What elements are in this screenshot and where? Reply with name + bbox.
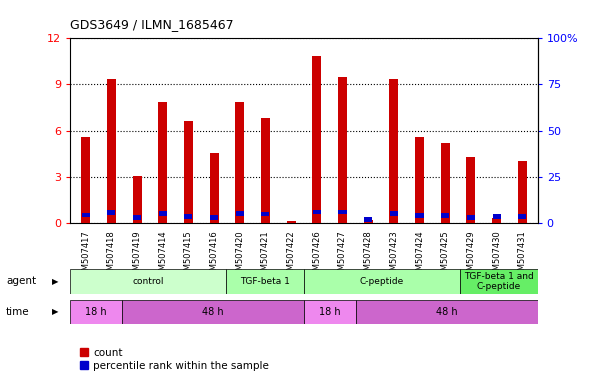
- Text: time: time: [6, 307, 30, 317]
- Bar: [518, 161, 527, 223]
- Bar: [466, 157, 475, 223]
- Bar: [236, 211, 244, 216]
- Bar: [356, 300, 538, 324]
- Bar: [226, 269, 304, 294]
- Bar: [441, 143, 450, 223]
- Text: GDS3649 / ILMN_1685467: GDS3649 / ILMN_1685467: [70, 18, 234, 31]
- Bar: [364, 220, 373, 223]
- Bar: [70, 300, 122, 324]
- Bar: [415, 137, 424, 223]
- Bar: [304, 269, 459, 294]
- Bar: [185, 214, 192, 219]
- Bar: [518, 214, 526, 219]
- Bar: [210, 153, 219, 223]
- Bar: [184, 121, 193, 223]
- Bar: [158, 102, 167, 223]
- Text: 48 h: 48 h: [436, 307, 458, 317]
- Bar: [338, 210, 346, 214]
- Bar: [107, 79, 116, 223]
- Bar: [459, 269, 538, 294]
- Bar: [492, 218, 501, 223]
- Bar: [159, 211, 167, 216]
- Bar: [390, 211, 398, 216]
- Bar: [262, 212, 269, 216]
- Bar: [82, 213, 90, 217]
- Text: TGF-beta 1: TGF-beta 1: [240, 277, 290, 286]
- Text: C-peptide: C-peptide: [360, 277, 404, 286]
- Text: ▶: ▶: [52, 277, 59, 286]
- Bar: [81, 137, 90, 223]
- Bar: [364, 217, 372, 222]
- Bar: [235, 102, 244, 223]
- Bar: [338, 77, 347, 223]
- Bar: [313, 210, 321, 214]
- Text: TGF-beta 1 and
C-peptide: TGF-beta 1 and C-peptide: [464, 271, 533, 291]
- Bar: [415, 214, 423, 218]
- Text: ▶: ▶: [52, 308, 59, 316]
- Text: agent: agent: [6, 276, 36, 286]
- Bar: [122, 300, 304, 324]
- Bar: [441, 214, 449, 218]
- Bar: [492, 214, 500, 219]
- Bar: [287, 221, 296, 223]
- Text: 18 h: 18 h: [319, 307, 341, 317]
- Text: 18 h: 18 h: [86, 307, 107, 317]
- Bar: [108, 210, 115, 215]
- Text: 48 h: 48 h: [202, 307, 224, 317]
- Bar: [312, 56, 321, 223]
- Bar: [70, 269, 226, 294]
- Bar: [210, 215, 218, 220]
- Legend: count, percentile rank within the sample: count, percentile rank within the sample: [76, 344, 273, 375]
- Bar: [133, 176, 142, 223]
- Bar: [133, 215, 141, 220]
- Bar: [261, 118, 270, 223]
- Bar: [389, 79, 398, 223]
- Bar: [304, 300, 356, 324]
- Text: control: control: [133, 277, 164, 286]
- Bar: [467, 215, 475, 220]
